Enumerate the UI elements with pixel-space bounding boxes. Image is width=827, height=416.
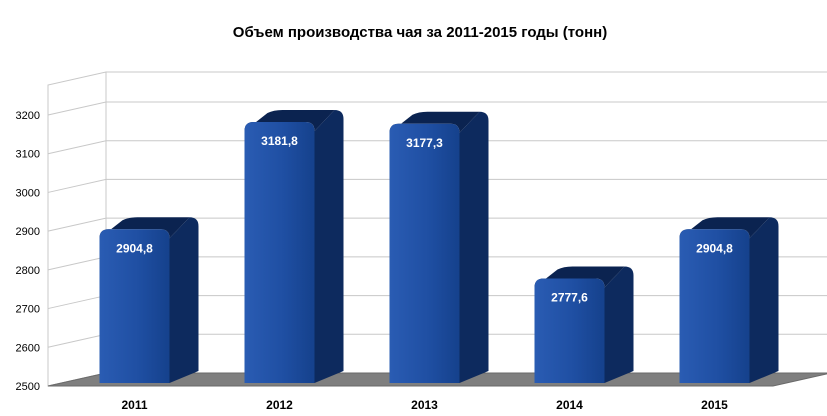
y-tick-label: 2900: [16, 226, 40, 238]
bar-front: [389, 123, 460, 383]
x-category-label: 2011: [121, 398, 147, 412]
bar: 2777,6: [534, 266, 634, 383]
bar-top: [679, 217, 770, 239]
y-tick-label: 3200: [16, 110, 40, 122]
y-axis-ticks: 2500 2600 2700 2800 2900 3000 3100 3200: [16, 110, 40, 393]
x-category-label: 2014: [556, 398, 583, 412]
gridline: [47, 217, 827, 232]
x-category-label: 2012: [266, 398, 293, 412]
bar-top: [389, 111, 480, 133]
bar-value-label: 2904,8: [696, 241, 733, 255]
gridline: [47, 101, 827, 116]
bars: 2904,8 3181,8 3177,3 2777,6 2904,8: [99, 110, 779, 384]
bar-side: [459, 111, 489, 383]
bar-value-label: 3181,8: [261, 134, 298, 148]
bar: 3181,8: [244, 110, 344, 384]
bar-value-label: 2904,8: [116, 241, 153, 255]
bar-top: [244, 110, 335, 132]
chart-title: Объем производства чая за 2011-2015 годы…: [233, 24, 607, 41]
bar-front: [99, 229, 170, 383]
bar-front: [679, 229, 750, 383]
bar: 2904,8: [679, 217, 779, 383]
bar-value-label: 3177,3: [406, 136, 443, 150]
y-tick-label: 3100: [16, 149, 40, 161]
bar-side: [604, 266, 634, 383]
x-category-label: 2015: [701, 398, 728, 412]
y-tick-label: 2500: [16, 381, 40, 393]
bar-top: [99, 217, 190, 239]
bar-front: [244, 122, 315, 384]
bar: 3177,3: [389, 111, 489, 383]
bar-side: [169, 217, 199, 383]
bar-side: [749, 217, 779, 383]
bar-value-label: 2777,6: [551, 291, 588, 305]
bar-top: [534, 266, 625, 288]
y-tick-label: 3000: [16, 187, 40, 199]
bar-front: [534, 278, 605, 383]
y-tick-label: 2600: [16, 342, 40, 354]
gridline: [47, 178, 827, 193]
bar-side: [314, 110, 344, 384]
x-category-label: 2013: [411, 398, 438, 412]
gridline: [47, 140, 827, 155]
y-tick-label: 2700: [16, 304, 40, 316]
y-tick-label: 2800: [16, 265, 40, 277]
x-axis-categories: 2011 2012 2013 2014 2015: [121, 398, 728, 412]
bar: 2904,8: [99, 217, 199, 383]
